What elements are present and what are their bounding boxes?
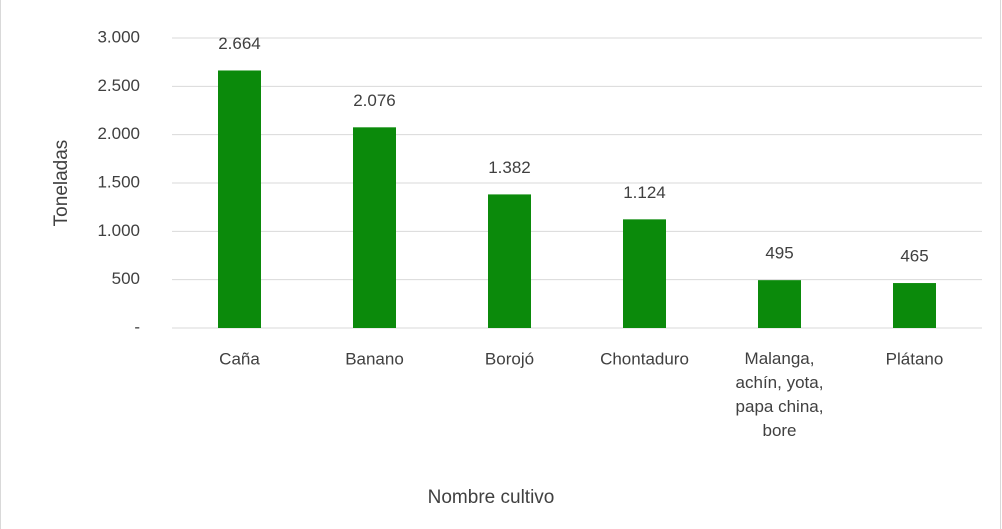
bar: [488, 194, 531, 328]
y-tick-label: 500: [112, 269, 140, 288]
y-axis-title: Toneladas: [51, 140, 72, 227]
bar: [623, 219, 666, 328]
data-label: 1.382: [488, 158, 531, 177]
bar: [893, 283, 936, 328]
x-tick-label: Banano: [345, 349, 404, 368]
data-label: 495: [765, 244, 793, 263]
data-label: 1.124: [623, 183, 666, 202]
y-tick-label: 2.500: [97, 76, 140, 95]
x-axis-title: Nombre cultivo: [428, 487, 555, 508]
bar: [353, 127, 396, 328]
x-tick-label: Chontaduro: [600, 349, 689, 368]
x-tick-label: Borojó: [485, 349, 534, 368]
data-label: 2.076: [353, 91, 396, 110]
x-tick-label: Plátano: [886, 349, 944, 368]
y-tick-label: 3.000: [97, 27, 140, 46]
y-tick-label: 1.500: [97, 172, 140, 191]
y-tick-label: 2.000: [97, 124, 140, 143]
y-tick-label: 1.000: [97, 221, 140, 240]
data-label: 2.664: [218, 34, 261, 53]
x-tick-label: Malanga, achín, yota, papa china, bore: [736, 349, 824, 440]
y-tick-label: -: [134, 317, 140, 336]
data-label: 465: [900, 247, 928, 266]
bar: [218, 70, 261, 328]
x-tick-label: Caña: [219, 349, 260, 368]
bar: [758, 280, 801, 328]
